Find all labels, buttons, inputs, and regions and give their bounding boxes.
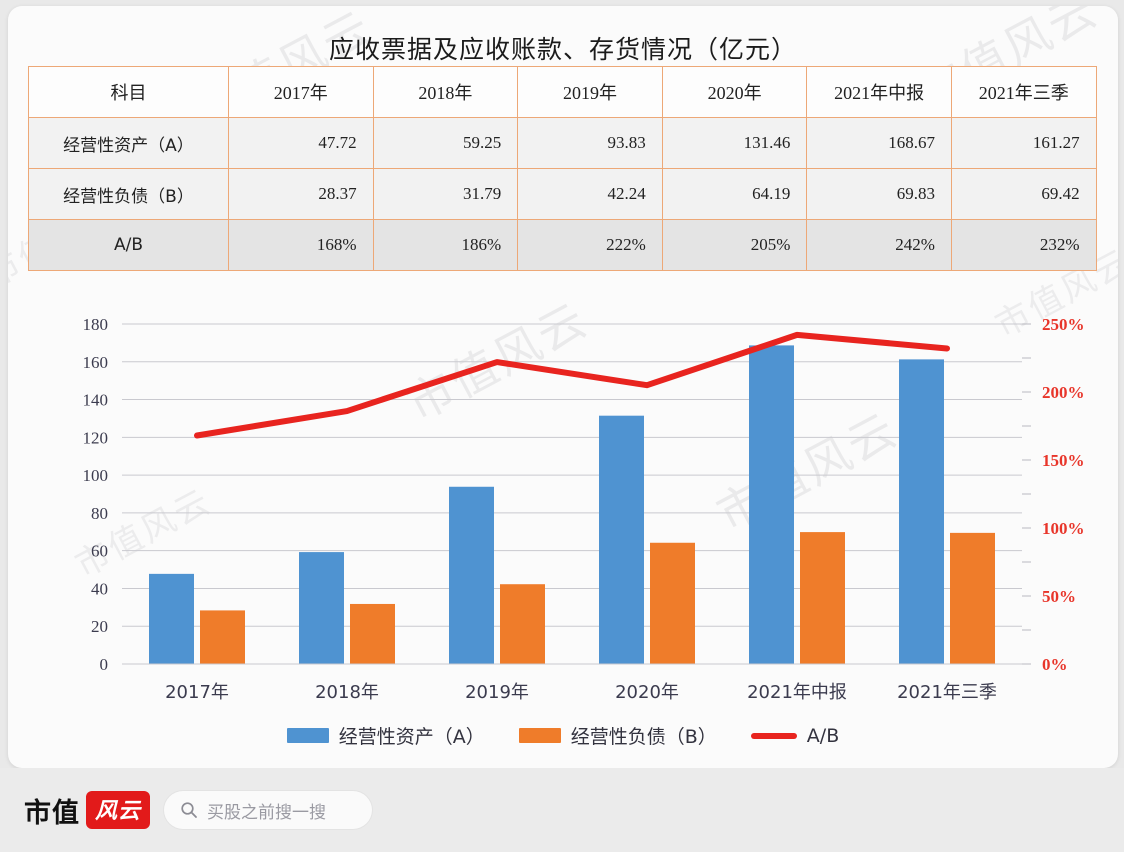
chart-bar bbox=[449, 486, 494, 664]
chart-bar bbox=[599, 415, 644, 664]
y-axis-tick-label: 100 bbox=[83, 466, 109, 485]
legend-swatch-icon bbox=[286, 728, 329, 743]
chart-bar bbox=[200, 610, 245, 664]
y2-axis-tick-label: 0% bbox=[1042, 655, 1068, 674]
table-cell: 242% bbox=[806, 219, 952, 271]
table-header-cell: 2021年中报 bbox=[806, 66, 952, 118]
chart-bar bbox=[299, 552, 344, 664]
table-cell: 69.42 bbox=[950, 168, 1097, 220]
chart-bar bbox=[800, 532, 845, 664]
data-table: 科目 2017年 2018年 2019年 2020年 2021年中报 2021年… bbox=[28, 66, 1097, 271]
y2-axis-tick-label: 150% bbox=[1042, 451, 1085, 470]
legend-label: A/B bbox=[806, 724, 840, 747]
table-cell: 69.83 bbox=[806, 168, 952, 220]
content-card: 市值风云 市值风云 市值风云 市值风云 市值风云 市值风云 市值风云 市值风云 … bbox=[8, 6, 1118, 768]
table-cell: 232% bbox=[950, 219, 1097, 271]
y-axis-tick-label: 180 bbox=[83, 315, 109, 334]
legend-item-assets[interactable]: 经营性资产（A） bbox=[286, 722, 485, 749]
y-axis-tick-label: 20 bbox=[91, 617, 108, 636]
search-placeholder: 买股之前搜一搜 bbox=[207, 802, 327, 823]
x-axis-tick-label: 2021年中报 bbox=[747, 682, 847, 703]
x-axis-tick-label: 2018年 bbox=[315, 682, 379, 703]
table-header: 科目 2017年 2018年 2019年 2020年 2021年中报 2021年… bbox=[28, 66, 1097, 118]
x-axis-tick-label: 2021年三季 bbox=[897, 682, 997, 703]
x-axis-tick-label: 2020年 bbox=[615, 682, 679, 703]
table-cell: 222% bbox=[517, 219, 663, 271]
table-row: 经营性负债（B） 28.37 31.79 42.24 64.19 69.83 6… bbox=[28, 168, 1097, 220]
y-axis-tick-label: 120 bbox=[83, 428, 109, 447]
chart-bar bbox=[350, 603, 395, 664]
table-cell: 131.46 bbox=[661, 117, 808, 169]
brand-name-left: 市值 bbox=[24, 797, 80, 829]
table-row: 经营性资产（A） 47.72 59.25 93.83 131.46 168.67… bbox=[28, 117, 1097, 169]
legend-item-ratio[interactable]: A/B bbox=[750, 724, 840, 747]
chart-bar bbox=[749, 345, 794, 664]
y-axis-tick-label: 160 bbox=[83, 353, 109, 372]
footer-bar: 市值 风云 买股之前搜一搜 bbox=[0, 768, 1124, 852]
combo-chart: 0 20 40 60 80 100 120 140 160 180 0% 50% 100% 150% 200… bbox=[22, 294, 1112, 714]
table-header-cell: 2017年 bbox=[228, 66, 374, 118]
legend-line-icon bbox=[750, 732, 797, 739]
table-cell: 28.37 bbox=[228, 168, 374, 220]
chart-bar bbox=[500, 584, 545, 664]
x-axis-tick-label: 2019年 bbox=[465, 682, 529, 703]
table-cell: 93.83 bbox=[517, 117, 663, 169]
table-header-cell: 2020年 bbox=[661, 66, 808, 118]
y2-axis-tick-label: 50% bbox=[1042, 587, 1076, 606]
chart-bar bbox=[950, 532, 995, 664]
table-cell: 161.27 bbox=[950, 117, 1097, 169]
y-axis-tick-label: 40 bbox=[91, 579, 108, 598]
brand-logo: 市值 风云 bbox=[24, 791, 151, 830]
y-axis-tick-label: 80 bbox=[91, 504, 108, 523]
chart-bar bbox=[899, 359, 944, 664]
chart-bar bbox=[650, 542, 695, 664]
chart-canvas: 0 20 40 60 80 100 120 140 160 180 0% 50% 100% 150% 200… bbox=[83, 315, 1085, 703]
chart-legend: 经营性资产（A） 经营性负债（B） A/B bbox=[8, 722, 1118, 749]
y-axis-tick-label: 0 bbox=[100, 655, 109, 674]
row-label: 经营性资产（A） bbox=[28, 117, 229, 169]
table-header-cell: 科目 bbox=[28, 66, 229, 118]
x-axis-tick-label: 2017年 bbox=[165, 682, 229, 703]
chart-bar bbox=[149, 573, 194, 664]
table-cell: 205% bbox=[661, 219, 808, 271]
table-cell: 168.67 bbox=[806, 117, 952, 169]
table-header-row: 科目 2017年 2018年 2019年 2020年 2021年中报 2021年… bbox=[28, 66, 1097, 118]
table-cell: 59.25 bbox=[372, 117, 519, 169]
table-header-cell: 2021年三季 bbox=[950, 66, 1097, 118]
legend-label: 经营性负债（B） bbox=[570, 726, 717, 748]
y-axis-tick-label: 60 bbox=[91, 542, 108, 561]
data-table-wrapper: 科目 2017年 2018年 2019年 2020年 2021年中报 2021年… bbox=[28, 66, 1097, 271]
legend-swatch-icon bbox=[518, 728, 561, 743]
legend-item-liabilities[interactable]: 经营性负债（B） bbox=[518, 722, 717, 749]
y2-axis-tick-label: 100% bbox=[1042, 519, 1085, 538]
table-cell: 47.72 bbox=[228, 117, 374, 169]
table-body: 经营性资产（A） 47.72 59.25 93.83 131.46 168.67… bbox=[28, 117, 1097, 271]
chart-line bbox=[194, 331, 950, 439]
page-title: 应收票据及应收账款、存货情况（亿元） bbox=[328, 35, 797, 64]
y-axis-tick-label: 140 bbox=[83, 391, 109, 410]
table-header-cell: 2018年 bbox=[372, 66, 519, 118]
y2-axis-tick-label: 200% bbox=[1042, 383, 1085, 402]
row-label: 经营性负债（B） bbox=[28, 168, 229, 220]
search-icon bbox=[181, 802, 197, 818]
table-cell: 186% bbox=[372, 219, 519, 271]
y2-axis-tick-label: 250% bbox=[1042, 315, 1085, 334]
legend-label: 经营性资产（A） bbox=[338, 726, 485, 748]
table-cell: 64.19 bbox=[661, 168, 808, 220]
brand-name-badge: 风云 bbox=[86, 791, 151, 829]
search-box[interactable]: 买股之前搜一搜 bbox=[164, 791, 373, 829]
table-header-cell: 2019年 bbox=[517, 66, 663, 118]
row-label: A/B bbox=[28, 219, 229, 271]
table-cell: 42.24 bbox=[517, 168, 663, 220]
table-row: A/B 168% 186% 222% 205% 242% 232% bbox=[28, 219, 1097, 271]
table-cell: 168% bbox=[228, 219, 374, 271]
table-cell: 31.79 bbox=[372, 168, 519, 220]
